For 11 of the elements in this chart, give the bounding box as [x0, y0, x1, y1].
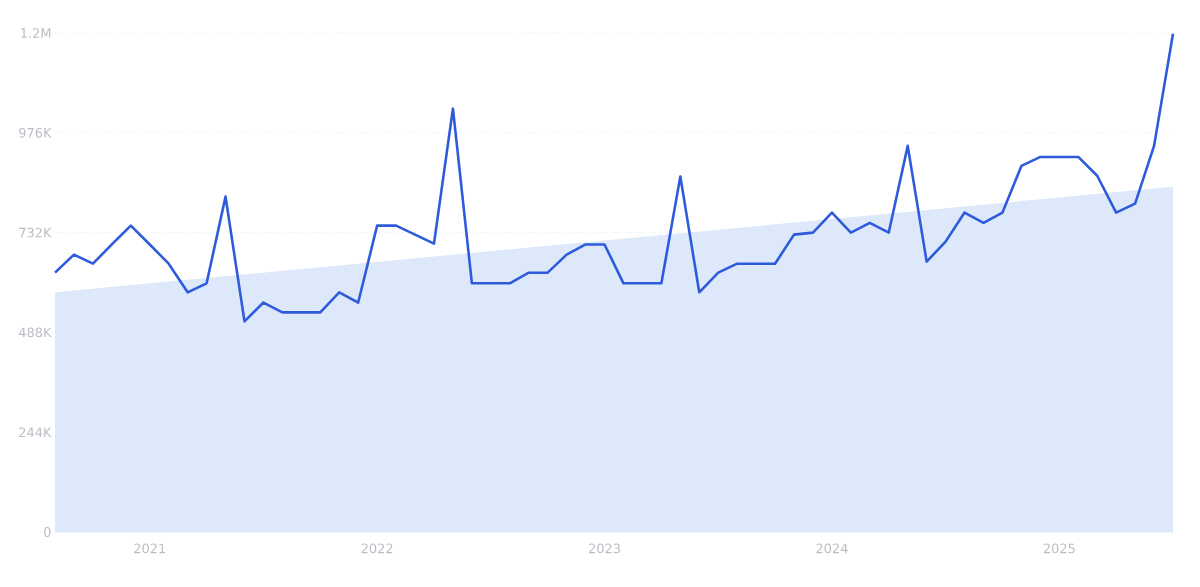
- x-tick-label: 2022: [361, 543, 393, 554]
- x-tick-label: 2023: [589, 543, 620, 554]
- x-tick-label: 2021: [134, 543, 166, 554]
- y-tick-label: 244K: [19, 427, 52, 438]
- x-tick-label: 2025: [1043, 543, 1075, 554]
- y-tick-label: 732K: [19, 227, 52, 238]
- y-tick-label: 0: [44, 527, 51, 537]
- y-tick-label: 488K: [18, 327, 52, 338]
- x-tick-label: 2024: [816, 543, 848, 554]
- y-tick-label: 1.2M: [21, 28, 51, 38]
- y-tick-label: 976K: [19, 127, 52, 138]
